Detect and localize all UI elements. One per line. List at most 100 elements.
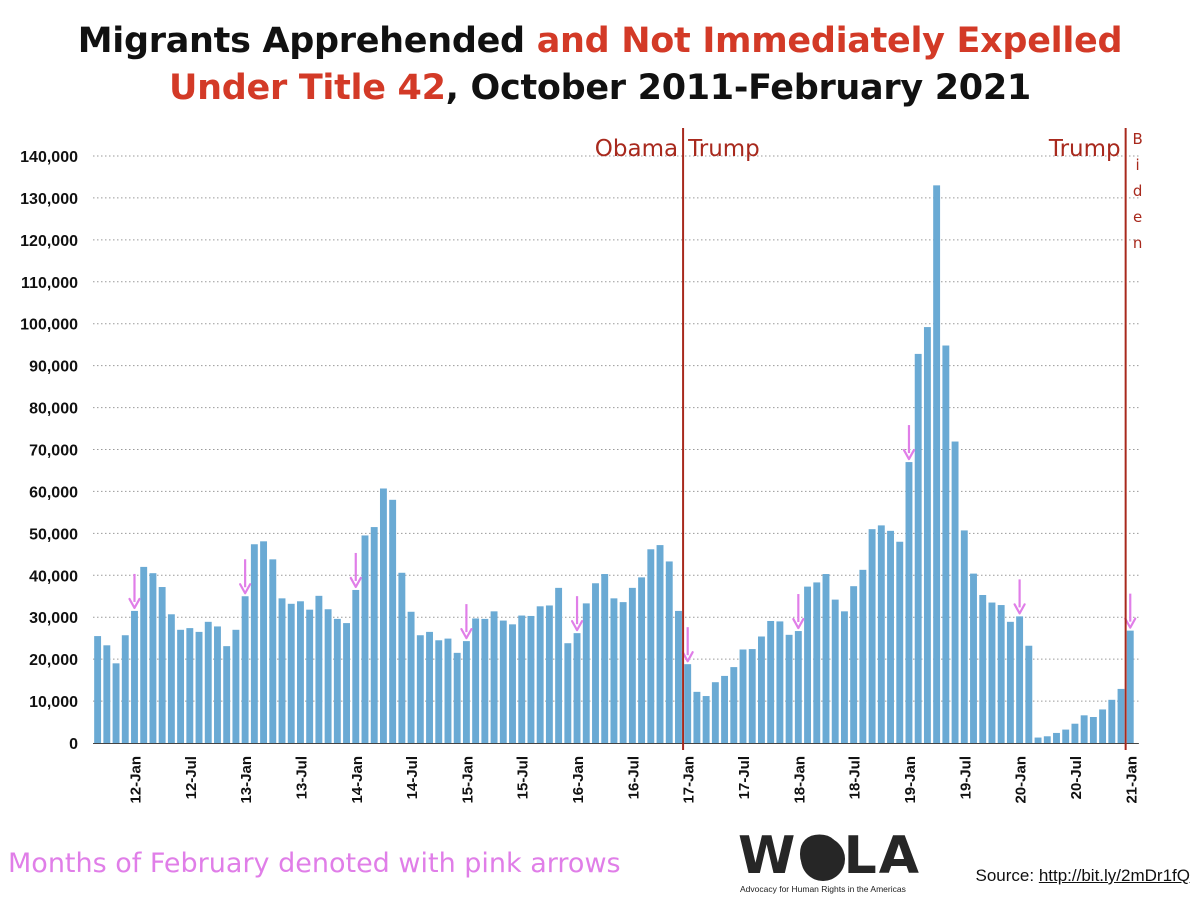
bar <box>877 525 885 743</box>
bar <box>905 462 913 743</box>
bar <box>785 634 793 743</box>
bar <box>527 615 535 743</box>
bar <box>638 577 646 743</box>
x-tick-label: 19-Jan <box>902 756 919 804</box>
bar <box>887 530 894 743</box>
bar <box>675 610 682 743</box>
bar <box>988 602 996 743</box>
bar <box>693 691 701 743</box>
bar <box>462 641 470 743</box>
bar <box>951 441 959 743</box>
bar <box>379 488 387 743</box>
bar <box>730 667 738 743</box>
bar <box>343 623 350 743</box>
bar <box>167 614 175 743</box>
source-label: Source: <box>975 866 1039 885</box>
bar <box>158 587 166 743</box>
x-tick-label: 21-Jan <box>1123 756 1140 804</box>
february-arrow-head <box>792 617 805 630</box>
bar <box>702 696 710 743</box>
bar <box>1108 699 1116 743</box>
bar <box>1071 723 1079 743</box>
bar <box>140 566 148 743</box>
divider-right-label: Trump <box>687 136 760 162</box>
bar <box>758 636 765 743</box>
y-tick-label: 30,000 <box>29 610 78 627</box>
y-tick-label: 100,000 <box>20 317 78 334</box>
bar <box>831 599 839 743</box>
globe-emblem-icon <box>801 837 845 881</box>
bar <box>131 610 138 743</box>
bar <box>1006 621 1014 743</box>
bar <box>647 549 655 743</box>
y-tick-label: 10,000 <box>29 694 78 711</box>
bar <box>610 598 618 743</box>
bar <box>813 582 821 743</box>
x-tick-label: 20-Jul <box>1068 756 1085 799</box>
bar <box>94 636 102 743</box>
bar <box>536 606 544 743</box>
y-tick-label: 20,000 <box>29 652 78 669</box>
bar <box>776 621 784 743</box>
bar <box>361 535 369 743</box>
y-tick-label: 130,000 <box>20 191 78 208</box>
bar <box>352 589 360 743</box>
x-tick-label: 14-Jul <box>404 756 421 799</box>
bar <box>748 649 756 743</box>
bar <box>601 574 609 743</box>
february-arrow-head <box>349 576 362 589</box>
february-arrow-head <box>239 583 252 595</box>
title-part-red-2: Under Title 42 <box>169 68 446 108</box>
bar <box>868 529 876 743</box>
source-link[interactable]: http://bit.ly/2mDr1fQ <box>1038 866 1190 885</box>
divider-right-label-letter: i <box>1136 156 1140 174</box>
bar <box>923 327 931 743</box>
bar <box>324 609 332 743</box>
bar <box>223 646 231 743</box>
divider-left-label: Obama <box>595 136 678 162</box>
february-arrow-head <box>902 448 916 461</box>
bar <box>859 569 867 743</box>
bar <box>794 631 802 743</box>
bar <box>684 664 692 743</box>
bar <box>1016 616 1024 743</box>
footnote: Months of February denoted with pink arr… <box>8 848 621 879</box>
bar <box>896 541 904 743</box>
bar <box>767 620 775 743</box>
february-arrow-head <box>681 651 694 663</box>
bar <box>1117 688 1125 743</box>
bar <box>297 601 304 743</box>
bar <box>121 635 129 743</box>
x-tick-label: 12-Jan <box>127 756 144 804</box>
bar <box>711 682 719 743</box>
chart-title: Migrants Apprehended and Not Immediately… <box>0 18 1200 112</box>
x-tick-label: 12-Jul <box>183 756 200 799</box>
bar <box>573 633 581 743</box>
x-tick-label: 17-Jan <box>681 756 698 804</box>
bar <box>1053 732 1060 743</box>
bar <box>453 652 461 743</box>
bar <box>970 573 977 743</box>
bar <box>416 635 424 743</box>
title-line-1: Migrants Apprehended and Not Immediately… <box>0 18 1200 65</box>
bar <box>195 631 203 743</box>
bar <box>840 611 848 743</box>
x-tick-label: 18-Jan <box>791 756 808 804</box>
y-tick-label: 140,000 <box>20 149 78 166</box>
divider-right-label-letter: d <box>1133 182 1143 200</box>
x-tick-label: 19-Jul <box>957 756 974 799</box>
bar <box>656 545 664 743</box>
x-tick-label: 14-Jan <box>349 756 366 804</box>
bar <box>407 611 415 743</box>
bar <box>426 631 433 743</box>
bar <box>481 618 489 743</box>
bar <box>545 605 553 743</box>
logo-tagline: Advocacy for Human Rights in the America… <box>740 884 906 894</box>
bar <box>564 643 572 743</box>
divider-right-label-letter: e <box>1133 208 1142 226</box>
divider-right-label-letter: n <box>1133 234 1143 252</box>
bar <box>628 587 636 743</box>
bar <box>1099 709 1107 743</box>
bar <box>499 620 507 743</box>
bar <box>933 185 941 744</box>
